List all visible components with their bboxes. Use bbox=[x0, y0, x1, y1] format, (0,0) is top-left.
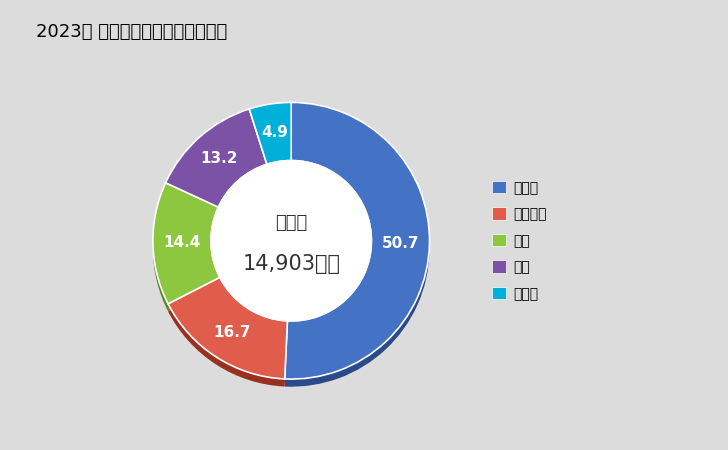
Wedge shape bbox=[153, 183, 220, 304]
Wedge shape bbox=[285, 103, 430, 379]
Text: 50.7: 50.7 bbox=[381, 236, 419, 251]
Circle shape bbox=[211, 161, 371, 321]
Wedge shape bbox=[249, 103, 291, 164]
Wedge shape bbox=[165, 109, 267, 207]
Wedge shape bbox=[285, 110, 430, 387]
Text: 14,903万円: 14,903万円 bbox=[242, 254, 340, 274]
Text: 14.4: 14.4 bbox=[163, 235, 201, 251]
Legend: ドイツ, ベトナム, 韓国, 米国, その他: ドイツ, ベトナム, 韓国, 米国, その他 bbox=[492, 181, 547, 301]
Wedge shape bbox=[168, 277, 288, 379]
Text: 総　額: 総 額 bbox=[275, 214, 307, 232]
Wedge shape bbox=[153, 190, 220, 311]
Wedge shape bbox=[165, 117, 267, 215]
Wedge shape bbox=[249, 110, 291, 172]
Text: 16.7: 16.7 bbox=[213, 325, 250, 340]
Text: 4.9: 4.9 bbox=[261, 125, 288, 140]
Text: 13.2: 13.2 bbox=[200, 151, 237, 166]
Wedge shape bbox=[168, 285, 288, 387]
Text: 2023年 輸出相手国のシェア（％）: 2023年 輸出相手国のシェア（％） bbox=[36, 22, 228, 40]
